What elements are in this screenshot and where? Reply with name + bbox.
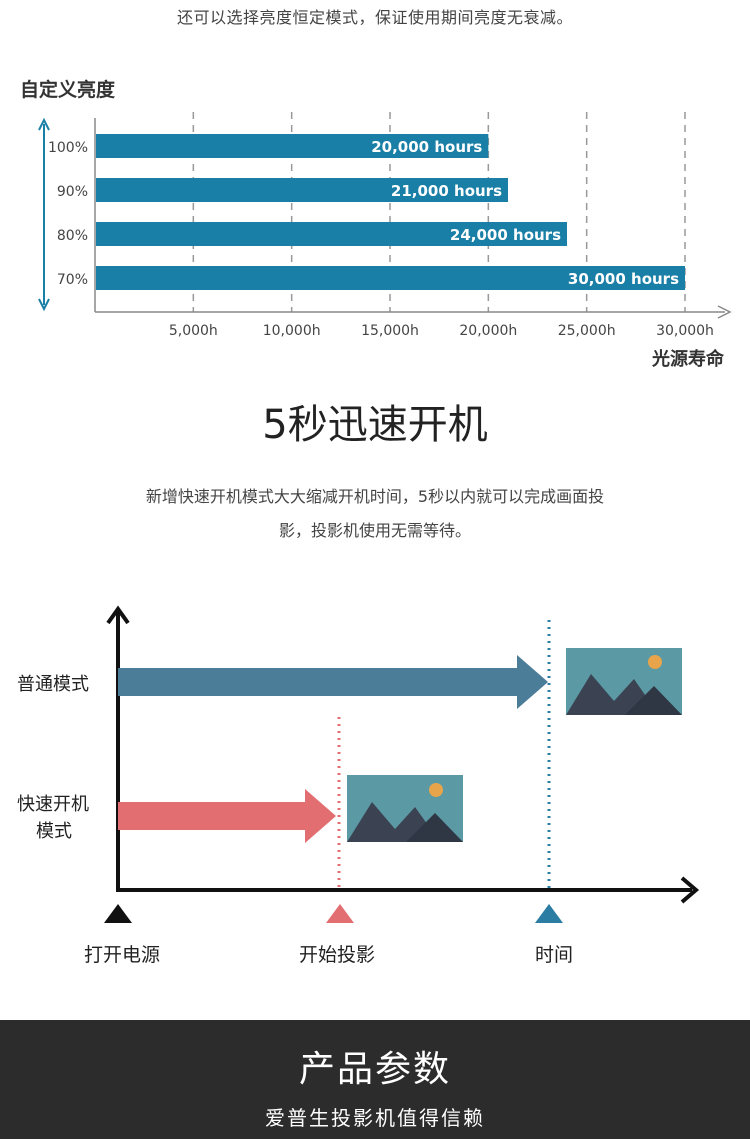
diagram-y-arrow-icon [106,605,130,625]
x-tick-label: 25,000h [558,323,616,339]
feature-desc-line1: 新增快速开机模式大大缩减开机时间，5秒以内就可以完成画面投 [145,487,605,506]
startup-time-diagram: 普通模式 快速开机 模式 打开电源 开始投影 时间 [17,605,700,966]
power-on-label: 打开电源 [84,944,160,966]
footer-title: 产品参数 [298,1049,451,1090]
x-tick-label: 20,000h [459,323,517,339]
bar [96,266,685,290]
power-on-marker-icon [104,904,132,923]
time-label: 时间 [535,944,573,966]
y-category-label: 80% [57,228,88,244]
feature-desc-line2: 影，投影机使用无需等待。 [278,521,471,540]
fast-mode-label-line1: 快速开机 [17,794,89,815]
x-axis-arrow-icon [717,305,732,319]
x-tick-label: 10,000h [263,323,321,339]
time-marker-icon [535,904,563,923]
fast-mode-label-line2: 模式 [36,821,72,842]
start-projection-label: 开始投影 [299,944,375,966]
x-tick-label: 30,000h [656,323,714,339]
arrow-up-icon [38,117,50,131]
diagram-x-arrow-icon [680,876,700,904]
bar-data-label: 24,000 hours [450,226,561,244]
footer-subtitle: 爱普生投影机值得信赖 [265,1106,485,1130]
x-tick-label: 15,000h [361,323,419,339]
y-category-label: 90% [57,184,88,200]
brightness-lifetime-chart: 5,000h 10,000h 15,000h 20,000h 25,000h 30,000… [38,112,732,370]
y-category-label: 100% [48,140,88,156]
normal-mode-label: 普通模式 [17,674,89,695]
bar-data-label: 20,000 hours [371,138,482,156]
arrow-down-icon [38,298,50,312]
bar [96,134,489,158]
intro-text: 还可以选择亮度恒定模式，保证使用期间亮度无衰减。 [176,8,573,27]
feature-title: 5秒迅速开机 [262,402,488,448]
start-projection-marker-icon [326,904,354,923]
x-tick-label: 5,000h [169,323,218,339]
y-category-label: 70% [57,272,88,288]
bar-data-label: 21,000 hours [391,182,502,200]
footer-banner [0,1020,750,1139]
chart-title: 自定义亮度 [20,79,116,101]
bar [96,178,508,202]
bar-data-label: 30,000 hours [568,270,679,288]
fast-mode-arrow [118,789,336,843]
projected-image-icon-large [566,648,682,715]
x-axis-label: 光源寿命 [651,348,725,370]
projected-image-icon-small [347,775,463,842]
normal-mode-arrow [118,655,548,709]
feature-description: 新增快速开机模式大大缩减开机时间，5秒以内就可以完成画面投 影，投影机使用无需等… [70,480,680,548]
bar [96,222,567,246]
